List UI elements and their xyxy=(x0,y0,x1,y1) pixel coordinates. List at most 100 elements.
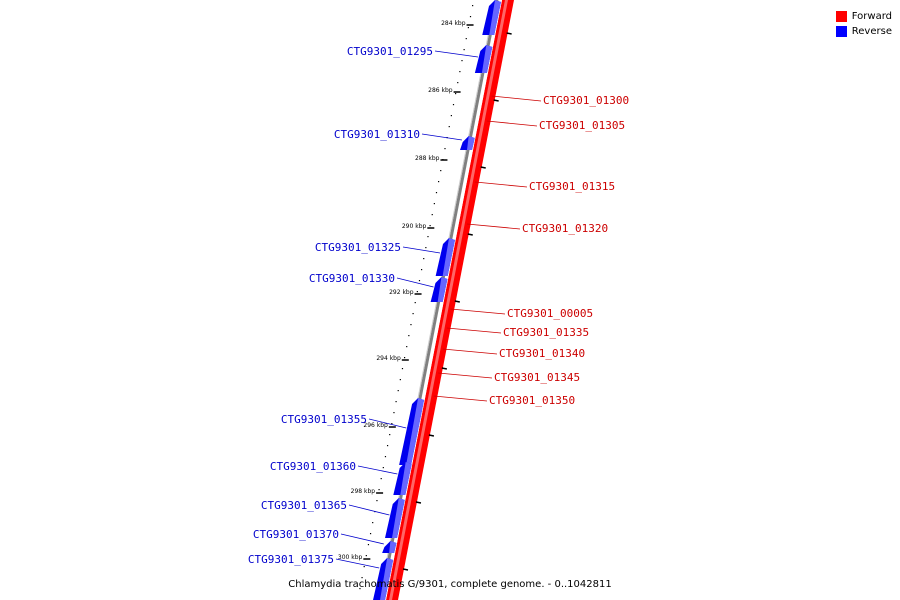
ruler-tick-label: 286 kbp xyxy=(428,87,453,94)
ruler-minor-tick xyxy=(412,313,414,315)
ruler-tick-forward xyxy=(441,367,448,370)
reverse-gene-shade xyxy=(489,0,501,35)
genome-caption: Chlamydia trachomatis G/9301, complete g… xyxy=(288,579,612,590)
ruler-tick-forward xyxy=(402,568,409,571)
ruler-tick-forward xyxy=(506,32,512,35)
reverse-gene-label: CTG9301_01365 xyxy=(261,499,347,512)
ruler-minor-tick xyxy=(467,27,469,29)
forward-gene-label: CTG9301_01300 xyxy=(543,94,629,107)
ruler-minor-tick xyxy=(380,478,382,480)
reverse-gene-shade xyxy=(481,45,493,73)
ruler-minor-tick xyxy=(376,500,378,502)
reverse-gene-label: CTG9301_01375 xyxy=(248,553,334,566)
reverse-gene-leader xyxy=(402,246,441,254)
ruler-minor-tick xyxy=(465,38,467,40)
ruler-tick-label: 292 kbp xyxy=(389,289,414,296)
ruler-minor-tick xyxy=(395,401,397,403)
reverse-gene-label: CTG9301_01370 xyxy=(253,528,339,541)
ruler-tick-label: 296 kbp xyxy=(363,422,388,429)
ruler-minor-tick xyxy=(431,214,433,216)
ruler-minor-tick xyxy=(438,181,440,183)
ruler-tick-forward xyxy=(428,434,435,437)
forward-gene-label: CTG9301_01350 xyxy=(489,394,575,407)
ruler-minor-tick xyxy=(386,445,389,447)
forward-labels: CTG9301_01300 CTG9301_01305 CTG9301_01315 C… xyxy=(433,94,629,407)
reverse-gene-shade xyxy=(467,136,475,150)
reverse-gene-leader xyxy=(434,50,479,58)
ruler-tick-forward xyxy=(480,166,486,169)
reverse-gene-label: CTG9301_01355 xyxy=(281,413,367,426)
ruler-minor-tick xyxy=(414,302,416,304)
reverse-gene-label: CTG9301_01310 xyxy=(334,128,420,141)
reverse-gene-shade xyxy=(392,498,405,538)
ruler-minor-tick xyxy=(463,49,465,51)
ruler-minor-tick xyxy=(459,71,461,73)
reverse-gene-shade xyxy=(389,541,397,553)
reverse-gene-label: CTG9301_01295 xyxy=(347,45,433,58)
ruler-tick-label: 288 kbp xyxy=(415,155,440,162)
ruler-minor-tick xyxy=(361,577,363,579)
legend-forward-label: Forward xyxy=(851,11,892,22)
ruler-minor-tick xyxy=(444,148,446,150)
ruler-minor-tick xyxy=(455,93,457,95)
ruler-tick-forward xyxy=(415,501,422,504)
reverse-labels: CTG9301_01295 CTG9301_01310 CTG9301_01325 C… xyxy=(248,45,479,569)
reverse-gene-shade xyxy=(380,558,394,600)
ruler-tick-label: 294 kbp xyxy=(376,355,401,362)
ruler-minor-tick xyxy=(469,16,472,18)
reverse-gene-leader xyxy=(348,504,390,516)
ruler-minor-tick xyxy=(399,379,401,381)
reverse-gene-leader xyxy=(335,558,380,569)
reverse-gene-leader xyxy=(421,133,462,141)
legend: Forward Reverse xyxy=(835,9,892,39)
forward-gene-label: CTG9301_01335 xyxy=(503,326,589,339)
ruler-tick-label: 298 kbp xyxy=(351,488,376,495)
ruler-minor-tick xyxy=(403,357,406,359)
forward-swatch xyxy=(835,11,847,22)
ruler-minor-tick xyxy=(393,412,395,414)
ruler-tick-label: 290 kbp xyxy=(402,223,427,230)
reverse-gene-label: CTG9301_01330 xyxy=(309,272,395,285)
forward-gene-leader xyxy=(466,223,521,230)
ruler-tick-forward xyxy=(454,300,460,303)
reverse-gene-leader xyxy=(396,277,434,288)
ruler-minor-tick xyxy=(410,324,412,326)
ruler-tick-label: 284 kbp xyxy=(441,20,466,27)
legend-reverse-label: Reverse xyxy=(851,26,892,37)
ruler-minor-tick xyxy=(457,82,459,84)
forward-gene-leader xyxy=(475,181,528,188)
forward-gene-label: CTG9301_00005 xyxy=(507,307,593,320)
ruler-minor-tick xyxy=(369,533,372,535)
reverse-gene-shade xyxy=(442,238,455,276)
ruler-minor-tick xyxy=(440,170,442,172)
ruler-minor-tick xyxy=(461,60,463,62)
ruler-tick-label: 300 kbp xyxy=(338,554,363,561)
ruler: 284 kbp 286 kbp 288 kbp 290 kbp 292 kbp 294 k… xyxy=(338,5,512,590)
reverse-gene-label: CTG9301_01325 xyxy=(315,241,401,254)
ruler-minor-tick xyxy=(427,236,429,238)
ruler-minor-tick xyxy=(448,126,450,128)
ruler-minor-tick xyxy=(401,368,404,370)
reverse-gene-leader xyxy=(340,533,384,545)
forward-gene-leader xyxy=(450,308,506,315)
forward-gene-leader xyxy=(433,395,488,402)
reverse-gene-leader xyxy=(357,465,398,475)
legend-item-forward: Forward xyxy=(835,9,892,24)
ruler-minor-tick xyxy=(418,280,421,282)
forward-gene-label: CTG9301_01315 xyxy=(529,180,615,193)
legend-item-reverse: Reverse xyxy=(835,24,892,39)
ruler-minor-tick xyxy=(382,467,384,469)
ruler-minor-tick xyxy=(384,456,387,458)
forward-gene-label: CTG9301_01345 xyxy=(494,371,580,384)
ruler-minor-tick xyxy=(452,104,455,106)
ruler-minor-tick xyxy=(406,346,408,348)
reverse-gene-shade xyxy=(437,277,448,302)
ruler-minor-tick xyxy=(472,5,474,7)
ruler-minor-tick xyxy=(372,522,374,524)
reverse-genes xyxy=(373,0,501,600)
ruler-minor-tick xyxy=(416,291,418,293)
ruler-minor-tick xyxy=(363,566,365,568)
ruler-minor-tick xyxy=(389,434,391,436)
ruler-tick-forward xyxy=(467,233,473,236)
